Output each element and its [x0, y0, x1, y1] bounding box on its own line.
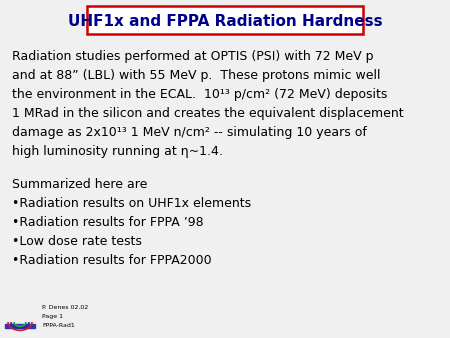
Text: Page 1: Page 1	[42, 314, 63, 319]
Text: and at 88” (LBL) with 55 MeV p.  These protons mimic well: and at 88” (LBL) with 55 MeV p. These pr…	[12, 69, 381, 82]
Text: 1 MRad in the silicon and creates the equivalent displacement: 1 MRad in the silicon and creates the eq…	[12, 107, 404, 120]
Text: P. Denes 02.02: P. Denes 02.02	[42, 305, 88, 310]
FancyBboxPatch shape	[87, 6, 363, 34]
Text: •Radiation results on UHF1x elements: •Radiation results on UHF1x elements	[12, 197, 251, 210]
Text: •Radiation results for FPPA ’98: •Radiation results for FPPA ’98	[12, 216, 203, 229]
Text: FPPA-Rad1: FPPA-Rad1	[42, 323, 75, 328]
Text: damage as 2x10¹³ 1 MeV n/cm² -- simulating 10 years of: damage as 2x10¹³ 1 MeV n/cm² -- simulati…	[12, 126, 367, 139]
Text: •Radiation results for FPPA2000: •Radiation results for FPPA2000	[12, 254, 211, 267]
Text: Radiation studies performed at OPTIS (PSI) with 72 MeV p: Radiation studies performed at OPTIS (PS…	[12, 50, 373, 63]
Bar	[5, 324, 35, 328]
Text: Summarized here are: Summarized here are	[12, 178, 148, 191]
Text: UHF1x and FPPA Radiation Hardness: UHF1x and FPPA Radiation Hardness	[68, 15, 382, 29]
Text: the environment in the ECAL.  10¹³ p/cm² (72 MeV) deposits: the environment in the ECAL. 10¹³ p/cm² …	[12, 88, 387, 101]
Text: •Low dose rate tests: •Low dose rate tests	[12, 235, 142, 248]
Text: high luminosity running at η~1.4.: high luminosity running at η~1.4.	[12, 145, 223, 158]
